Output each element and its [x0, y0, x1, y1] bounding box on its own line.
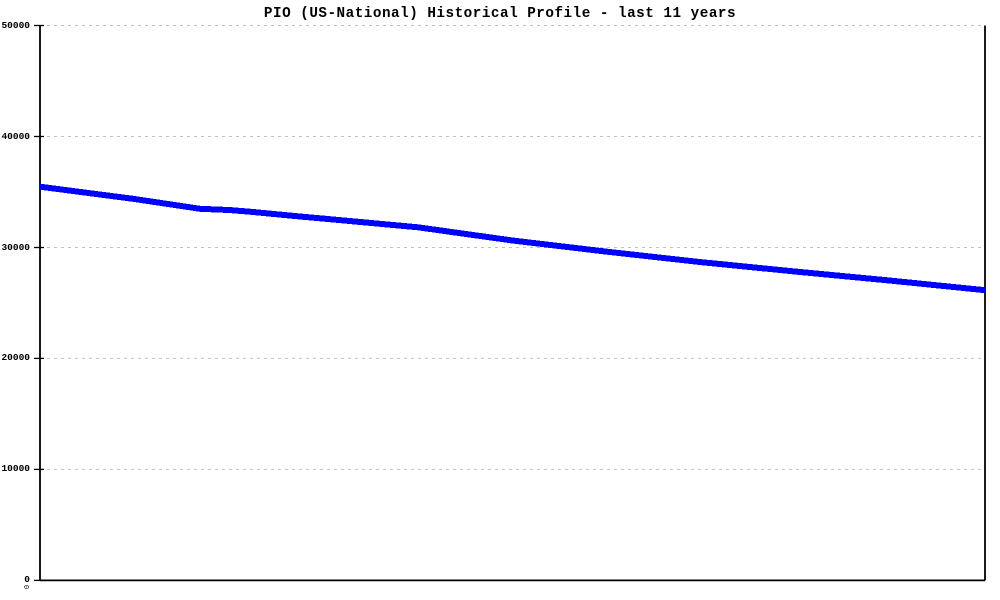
svg-text:0: 0 [24, 585, 32, 589]
